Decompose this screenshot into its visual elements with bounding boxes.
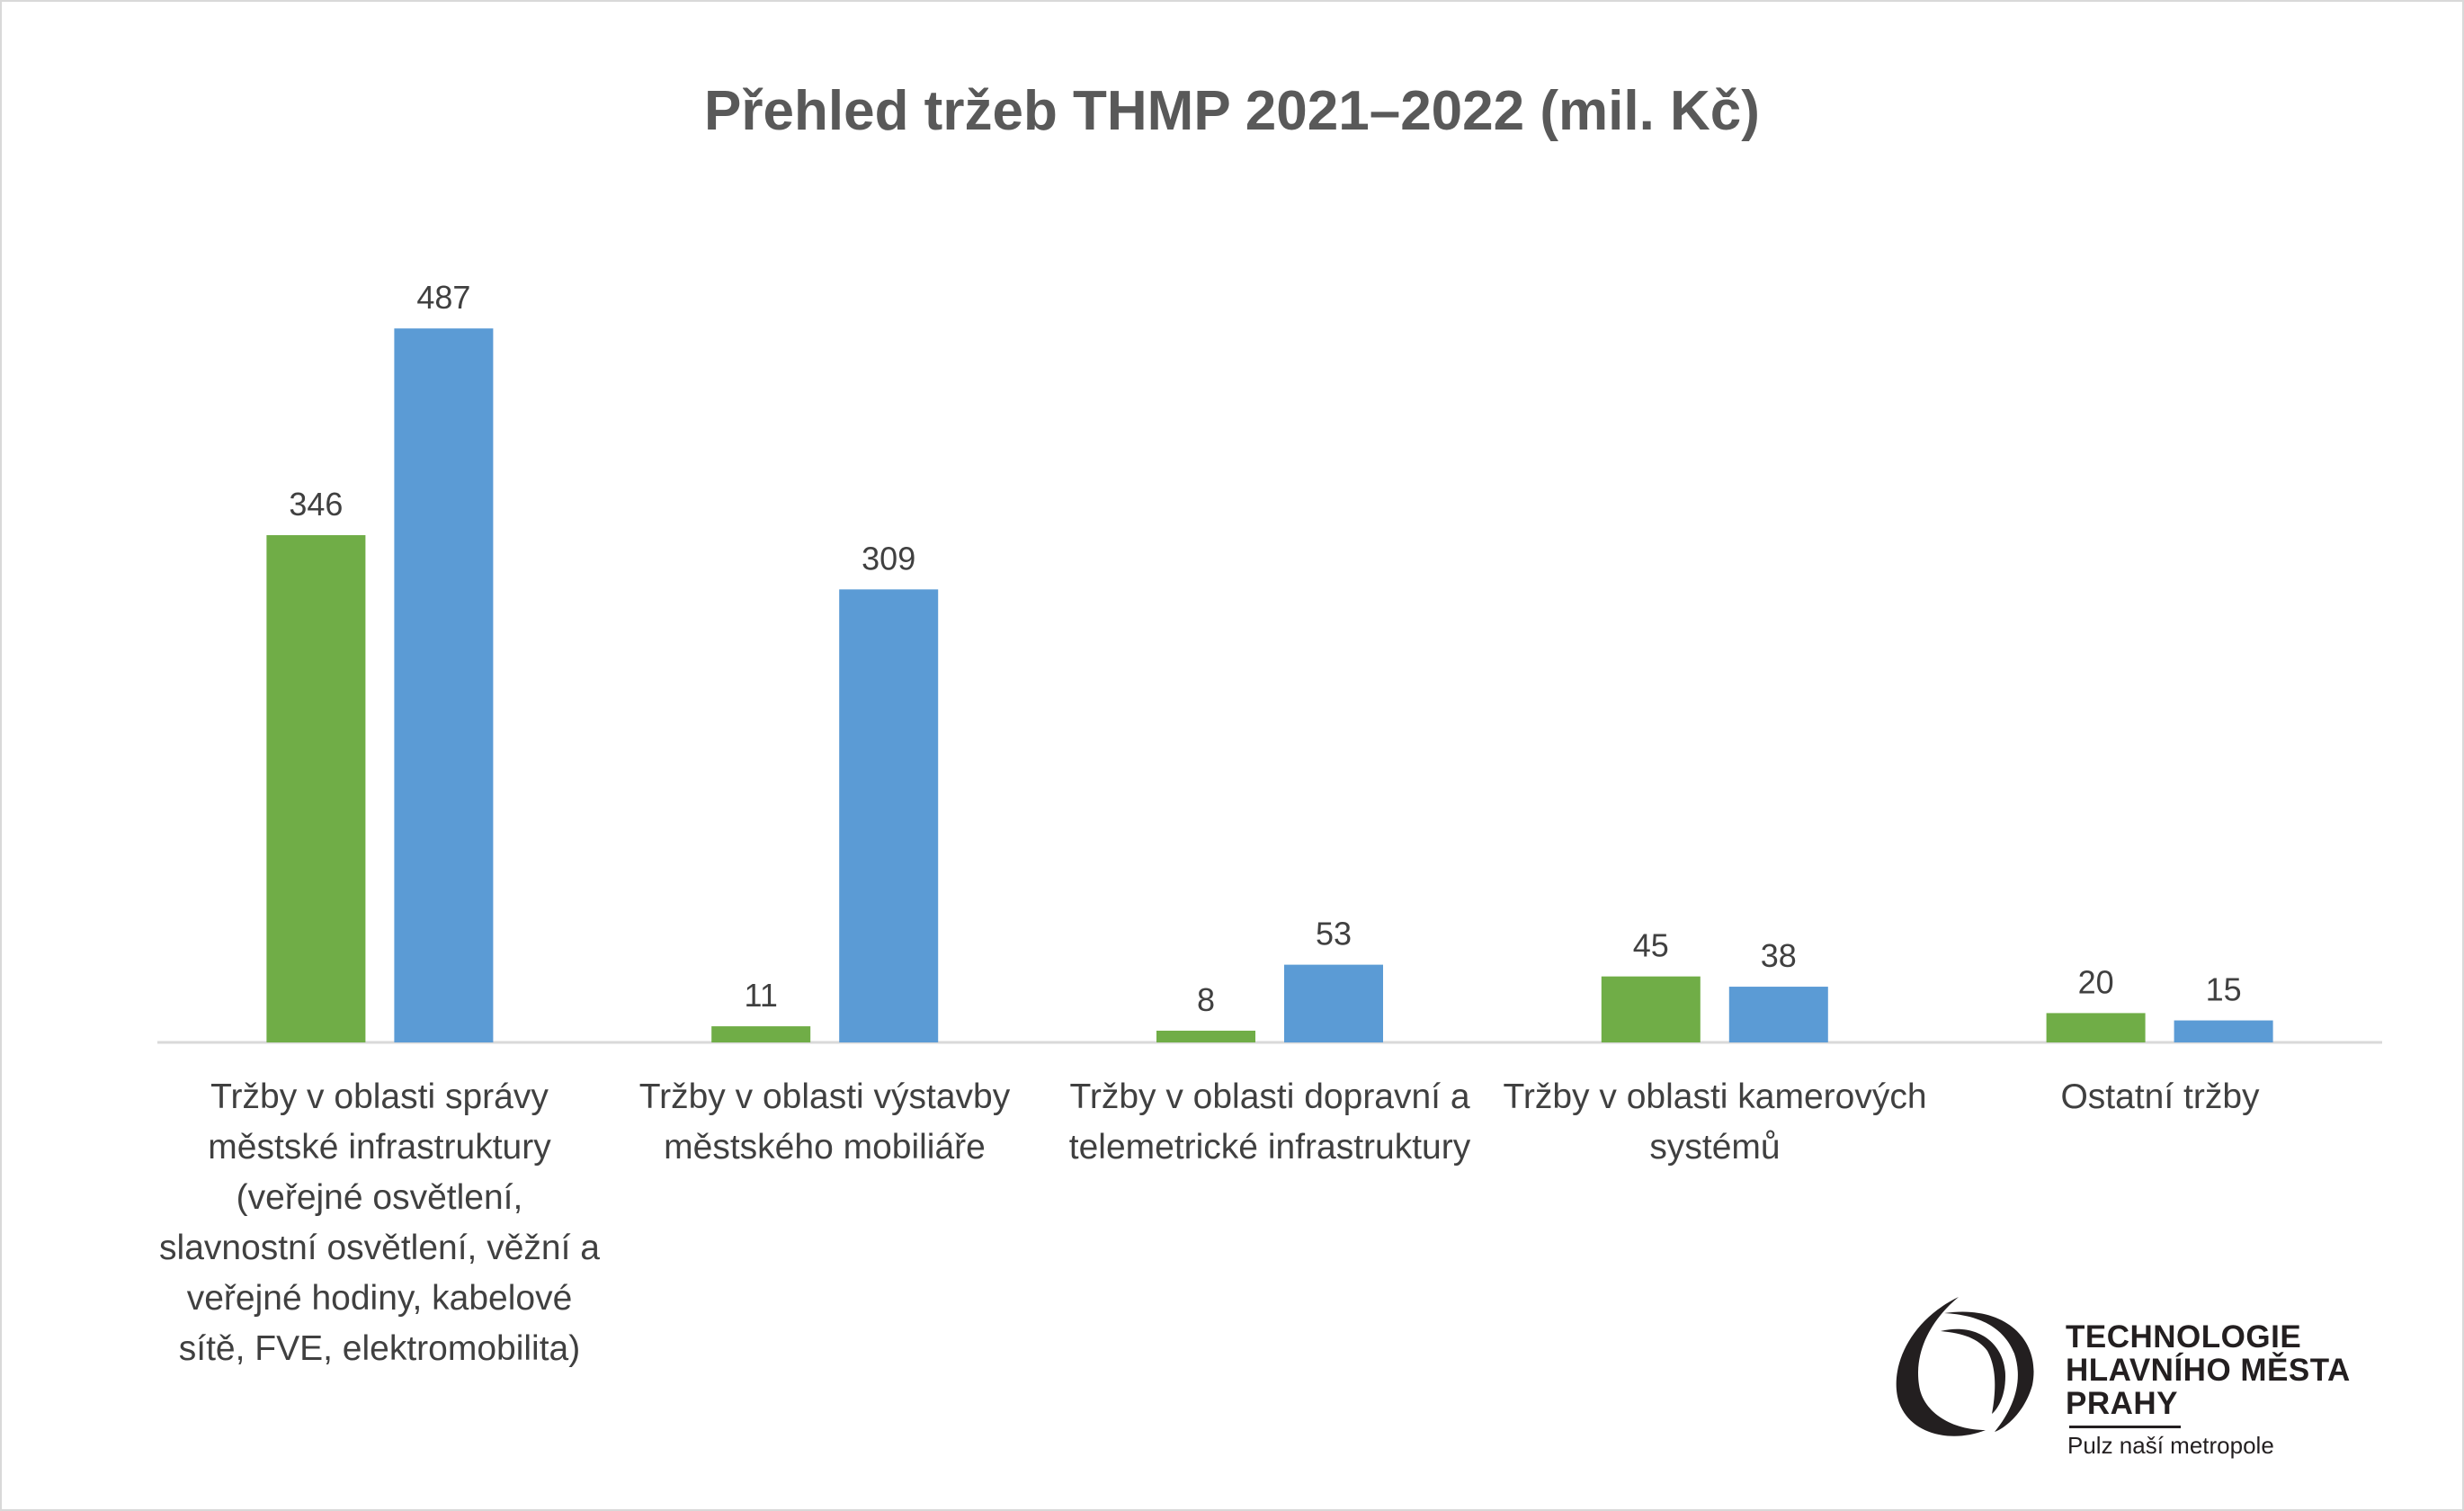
swoosh-logo-icon bbox=[1896, 1297, 2034, 1436]
bar bbox=[266, 535, 366, 1042]
data-label: 8 bbox=[1197, 981, 1215, 1018]
data-label: 45 bbox=[1633, 927, 1669, 964]
bar bbox=[1601, 976, 1701, 1042]
bar bbox=[711, 1026, 811, 1042]
data-label: 487 bbox=[416, 279, 470, 316]
data-label: 38 bbox=[1761, 937, 1797, 974]
logo-line: TECHNOLOGIE bbox=[2066, 1319, 2302, 1355]
data-label: 11 bbox=[745, 977, 778, 1014]
logo-tagline: Pulz naší metropole bbox=[2067, 1432, 2274, 1459]
data-label: 53 bbox=[1316, 916, 1352, 952]
data-label: 346 bbox=[289, 486, 343, 523]
bar bbox=[394, 328, 494, 1042]
category-label: Tržby v oblasti kamerových systémů bbox=[1503, 1077, 1927, 1167]
bar bbox=[1284, 964, 1383, 1042]
thmp-logo: TECHNOLOGIE HLAVNÍHO MĚSTA PRAHY Pulz na… bbox=[1888, 1295, 2428, 1475]
chart-title: Přehled tržeb THMP 2021–2022 (mil. Kč) bbox=[704, 80, 1760, 142]
category-label: Ostatní tržby bbox=[2060, 1077, 2260, 1116]
data-label: 15 bbox=[2206, 971, 2242, 1008]
data-label: 20 bbox=[2078, 963, 2114, 1000]
category-label: Tržby v oblasti dopravní a telemetrické … bbox=[1068, 1077, 1471, 1167]
bar bbox=[1156, 1030, 1255, 1042]
category-label: Tržby v oblasti výstavby městského mobil… bbox=[638, 1077, 1011, 1167]
logo-line: PRAHY bbox=[2066, 1386, 2179, 1421]
bar bbox=[839, 589, 939, 1042]
bar bbox=[2046, 1013, 2146, 1042]
data-label: 309 bbox=[862, 540, 915, 577]
bar bbox=[1728, 987, 1828, 1042]
logo-divider bbox=[2069, 1426, 2181, 1428]
logo-line: HLAVNÍHO MĚSTA bbox=[2066, 1353, 2351, 1388]
category-label: Tržby v oblasti správy městské infrastru… bbox=[159, 1077, 600, 1368]
bar bbox=[2174, 1020, 2273, 1042]
